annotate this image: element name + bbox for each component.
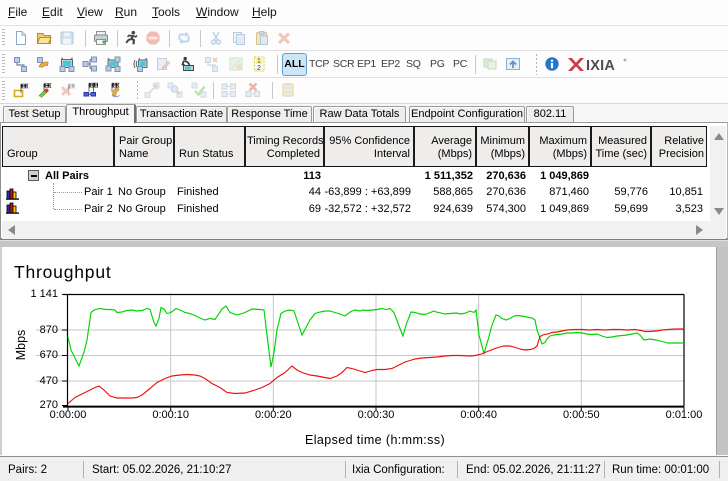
svg-text:1: 1 (257, 58, 261, 65)
svg-text:IXIA: IXIA (586, 58, 615, 73)
svg-text:2: 2 (257, 65, 261, 72)
